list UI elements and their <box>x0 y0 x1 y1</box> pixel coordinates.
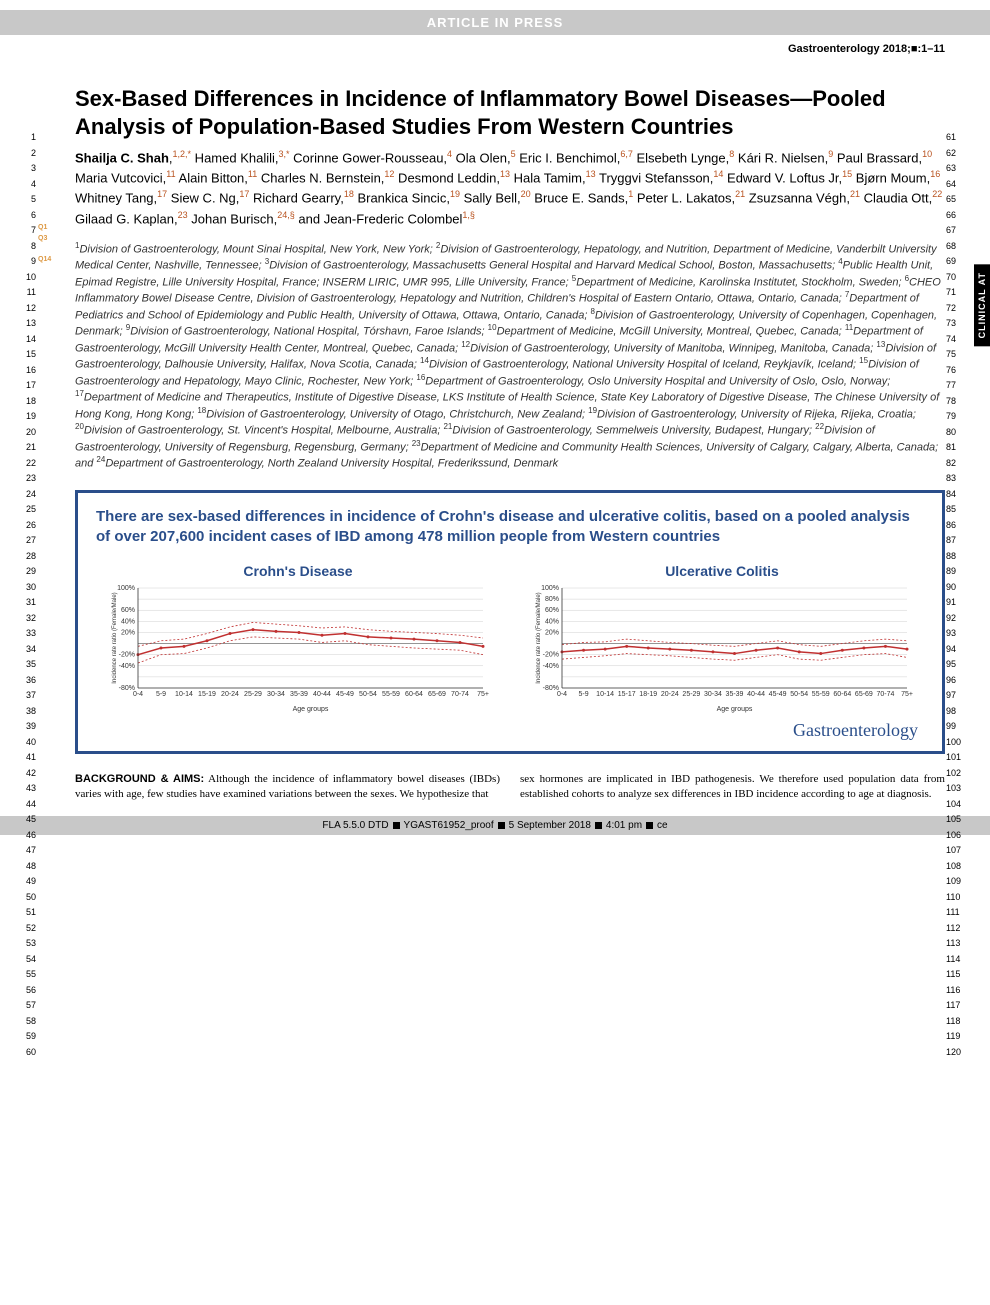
svg-text:0-4: 0-4 <box>557 691 567 698</box>
svg-text:50-54: 50-54 <box>359 691 377 698</box>
svg-text:5-9: 5-9 <box>579 691 589 698</box>
svg-text:20-24: 20-24 <box>661 691 679 698</box>
svg-text:100%: 100% <box>541 585 559 592</box>
svg-text:25-29: 25-29 <box>682 691 700 698</box>
svg-text:65-69: 65-69 <box>855 691 873 698</box>
svg-text:20-24: 20-24 <box>221 691 239 698</box>
svg-text:30-34: 30-34 <box>704 691 722 698</box>
article-title: Sex-Based Differences in Incidence of In… <box>75 85 945 140</box>
svg-text:18-19: 18-19 <box>639 691 657 698</box>
svg-text:60%: 60% <box>545 607 559 614</box>
svg-text:80%: 80% <box>545 596 559 603</box>
line-numbers-left: 1234567891011121314151617181920212223242… <box>18 130 36 1060</box>
svg-text:Incidence rate ratio (Female/M: Incidence rate ratio (Female/Male) <box>536 593 542 684</box>
svg-text:35-39: 35-39 <box>290 691 308 698</box>
gastroenterology-label: Gastroenterology <box>96 720 924 741</box>
svg-text:10-14: 10-14 <box>596 691 614 698</box>
svg-text:Age groups: Age groups <box>293 706 329 713</box>
svg-text:-20%: -20% <box>119 652 135 659</box>
clinical-at-tab: CLINICAL AT <box>974 264 990 346</box>
author-list: Shailja C. Shah,1,2,* Hamed Khalili,3,* … <box>75 148 945 229</box>
visual-abstract-box: There are sex-based differences in incid… <box>75 490 945 755</box>
svg-text:0-4: 0-4 <box>133 691 143 698</box>
svg-text:65-69: 65-69 <box>428 691 446 698</box>
svg-text:Incidence rate ratio (Female/M: Incidence rate ratio (Female/Male) <box>112 593 118 684</box>
svg-text:Age groups: Age groups <box>717 706 753 713</box>
svg-text:70-74: 70-74 <box>451 691 469 698</box>
svg-text:35-39: 35-39 <box>726 691 744 698</box>
abstract: BACKGROUND & AIMS: Although the incidenc… <box>75 772 945 802</box>
svg-text:50-54: 50-54 <box>790 691 808 698</box>
chart-title-crohns: Crohn's Disease <box>96 563 500 579</box>
svg-text:-40%: -40% <box>119 663 135 670</box>
svg-text:45-49: 45-49 <box>336 691 354 698</box>
figure-summary: There are sex-based differences in incid… <box>96 507 924 548</box>
chart-title-uc: Ulcerative Colitis <box>520 563 924 579</box>
svg-text:15-19: 15-19 <box>198 691 216 698</box>
abstract-col2: sex hormones are implicated in IBD patho… <box>520 773 945 800</box>
svg-text:10-14: 10-14 <box>175 691 193 698</box>
svg-text:5-9: 5-9 <box>156 691 166 698</box>
svg-text:40-44: 40-44 <box>313 691 331 698</box>
footer-bar: FLA 5.5.0 DTDYGAST61952_proof5 September… <box>0 816 990 835</box>
svg-text:40-44: 40-44 <box>747 691 765 698</box>
journal-citation: Gastroenterology 2018;■:1–11 <box>45 43 945 55</box>
svg-text:60-64: 60-64 <box>405 691 423 698</box>
svg-text:30-34: 30-34 <box>267 691 285 698</box>
affiliations: 1Division of Gastroenterology, Mount Sin… <box>75 241 945 472</box>
query-label-authors: Q14 <box>38 256 51 263</box>
svg-text:25-29: 25-29 <box>244 691 262 698</box>
svg-text:60-64: 60-64 <box>833 691 851 698</box>
svg-text:15-17: 15-17 <box>618 691 636 698</box>
article-in-press-banner: ARTICLE IN PRESS <box>0 10 990 35</box>
abstract-heading: BACKGROUND & AIMS: <box>75 773 204 785</box>
svg-text:100%: 100% <box>117 585 135 592</box>
svg-text:45-49: 45-49 <box>769 691 787 698</box>
svg-text:60%: 60% <box>121 607 135 614</box>
query-labels: Q1 Q3 <box>38 222 47 244</box>
line-numbers-right: 6162636465666768697071727374757677787980… <box>946 130 968 1060</box>
svg-text:20%: 20% <box>545 630 559 637</box>
chart-crohns: Crohn's Disease 100%60%40%20%-20%-40%-80… <box>96 563 500 718</box>
svg-text:55-59: 55-59 <box>812 691 830 698</box>
svg-text:20%: 20% <box>121 630 135 637</box>
svg-text:75+: 75+ <box>901 691 913 698</box>
svg-text:70-74: 70-74 <box>876 691 894 698</box>
chart-uc: Ulcerative Colitis 100% 80% 60% 40% 20% -20% -… <box>520 563 924 718</box>
svg-text:55-59: 55-59 <box>382 691 400 698</box>
svg-text:-20%: -20% <box>543 652 559 659</box>
svg-text:-40%: -40% <box>543 663 559 670</box>
svg-text:40%: 40% <box>545 619 559 626</box>
svg-text:40%: 40% <box>121 619 135 626</box>
svg-text:75+: 75+ <box>477 691 489 698</box>
